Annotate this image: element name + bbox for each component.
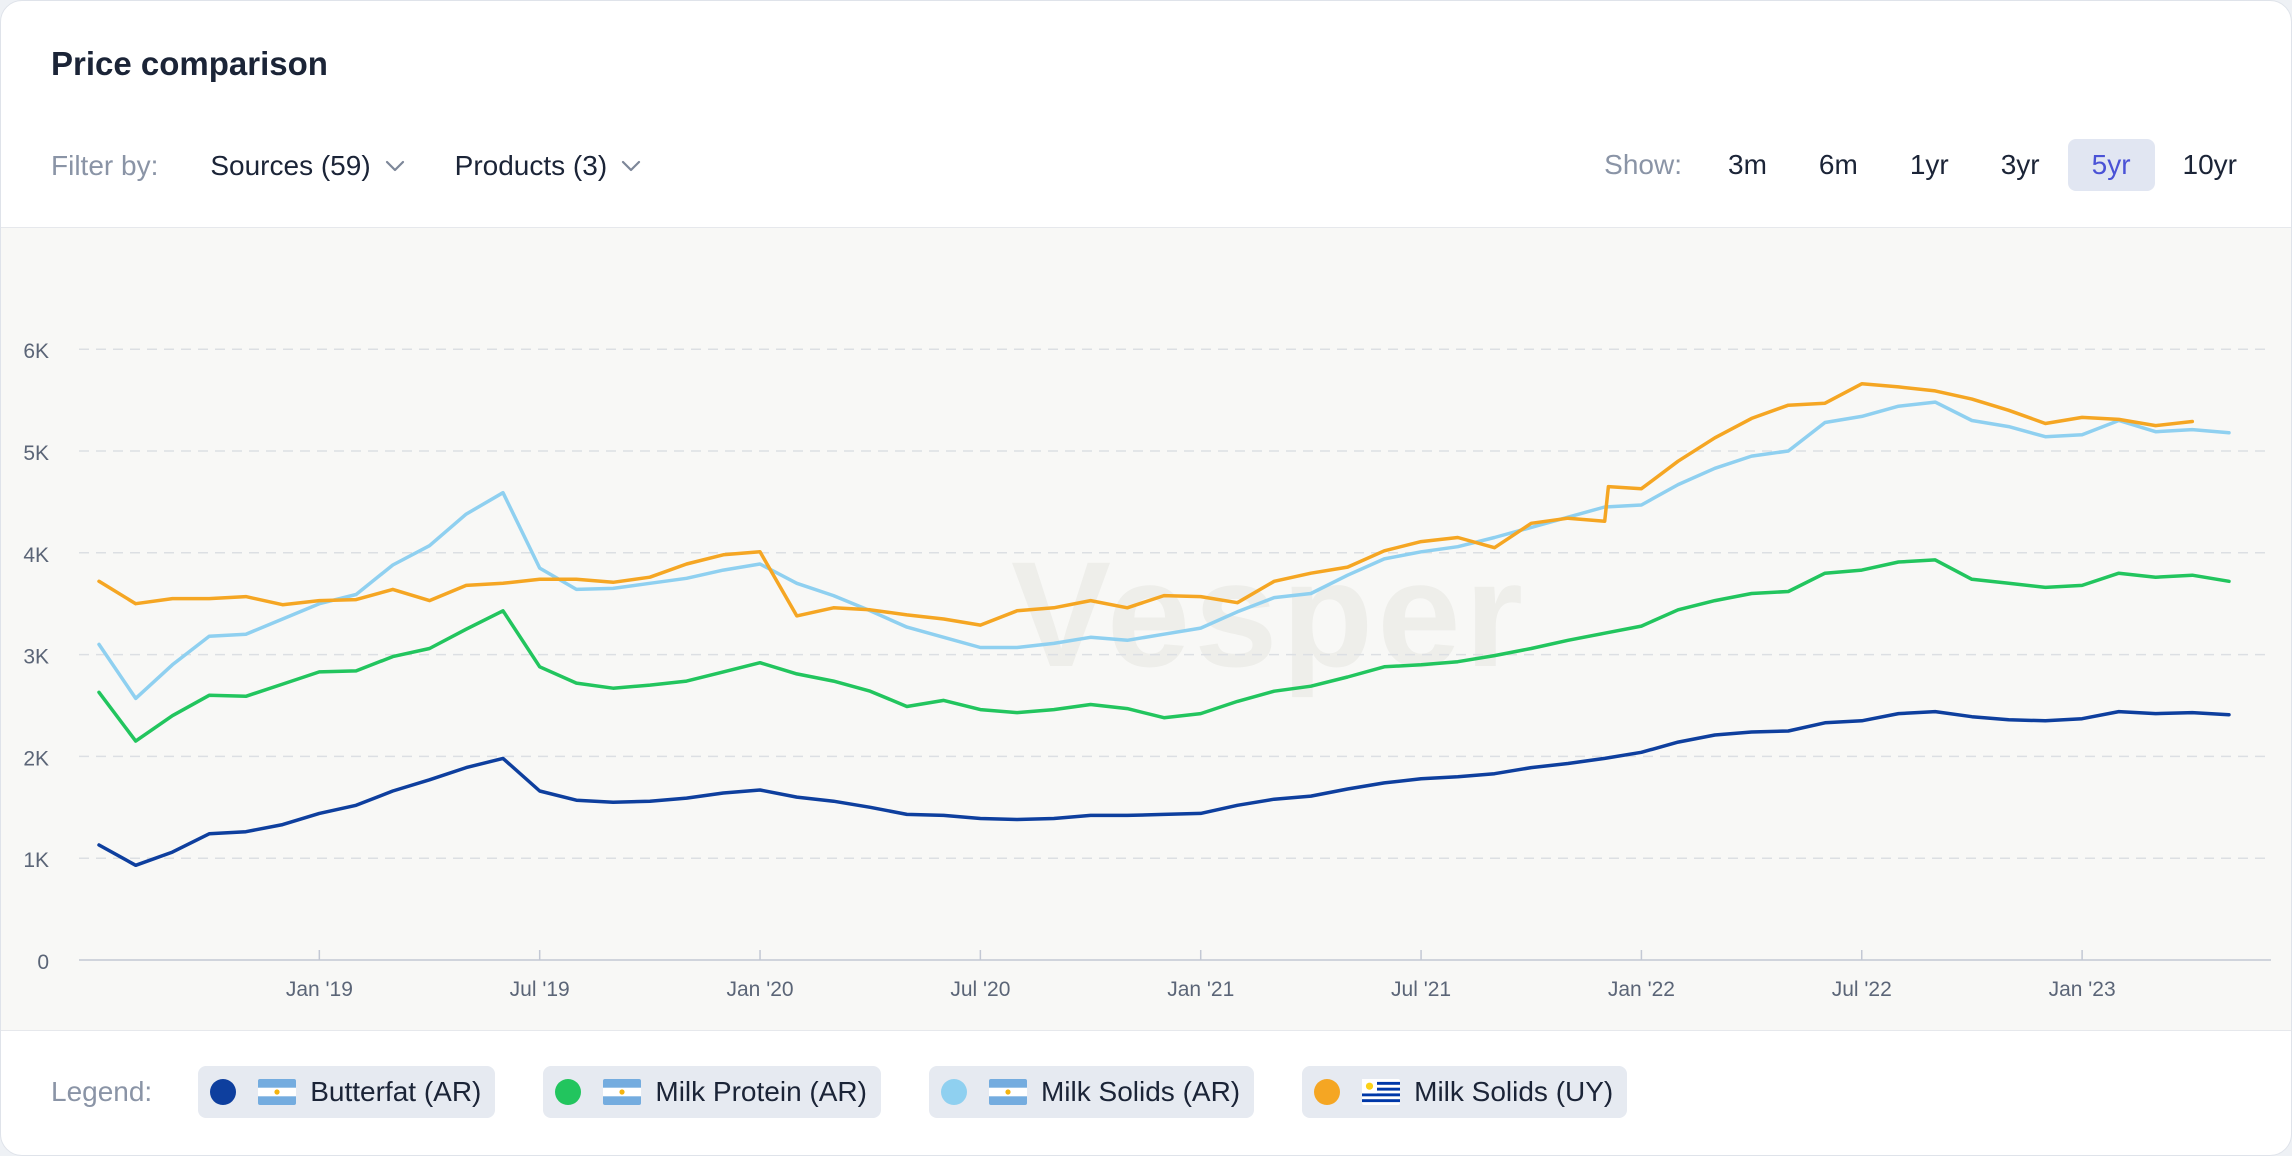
legend-item-milk-solids-uy[interactable]: Milk Solids (UY) [1302,1066,1628,1118]
y-tick-label: 6K [23,340,49,363]
x-tick-label: Jul '21 [1391,978,1451,1001]
legend-label: Legend: [51,1076,153,1107]
y-tick-label: 2K [23,747,49,770]
y-tick-label: 0 [37,951,49,974]
x-tick-label: Jul '19 [510,978,570,1001]
card-title: Price comparison [51,45,328,82]
y-tick-label: 4K [23,544,49,567]
chevron-down-icon [385,160,404,172]
series-color-dot [210,1079,237,1105]
x-tick-label: Jul '22 [1832,978,1892,1001]
argentina-flag-icon [988,1079,1027,1105]
filter-label: Filter by: [51,150,159,181]
argentina-flag-icon [603,1079,642,1105]
legend-item-milk-solids-ar[interactable]: Milk Solids (AR) [928,1066,1255,1118]
range-3m[interactable]: 3m [1728,149,1767,180]
products-dropdown-label: Products (3) [454,150,608,181]
chevron-down-icon [622,160,641,172]
range-6m[interactable]: 6m [1818,149,1858,180]
range-3yr[interactable]: 3yr [2000,149,2040,180]
argentina-flag-icon [258,1079,297,1105]
x-tick-label: Jan '23 [2049,978,2116,1001]
watermark: Vesper [1011,530,1528,698]
legend-item-label: Milk Protein (AR) [655,1076,867,1107]
line-chart: 0 1K 2K 3K 4K 5K 6K Jan '19 Jul '19 Jan '20 Jul '2… [23,340,2271,1001]
legend-item-label: Butterfat (AR) [310,1076,482,1107]
series-line-butterfat-ar [97,709,2231,868]
products-dropdown[interactable]: Products (3) [455,150,642,182]
y-tick-label: 3K [23,646,49,669]
sources-dropdown[interactable]: Sources (59) [210,150,404,182]
series-color-dot [1314,1079,1341,1105]
legend-item-milk-protein-ar[interactable]: Milk Protein (AR) [543,1066,881,1118]
legend: Legend: Butterfat (AR) Milk Protein (AR)… [51,1065,1675,1119]
y-tick-label: 1K [23,849,49,872]
legend-item-label: Milk Solids (AR) [1040,1076,1241,1107]
x-tick-label: Jan '21 [1167,978,1234,1001]
x-tick-label: Jan '22 [1608,978,1675,1001]
time-range-selector: Show: 3m 6m 1yr 3yr 5yr 10yr [1604,137,2261,193]
series-line-milk-solids-uy [97,382,2195,627]
legend-item-label: Milk Solids (UY) [1414,1076,1614,1107]
show-label: Show: [1604,149,1682,180]
sources-dropdown-label: Sources (59) [210,150,371,181]
x-tick-label: Jan '20 [727,978,794,1001]
x-tick-label: Jan '19 [286,978,353,1001]
y-tick-label: 5K [23,442,49,465]
series-color-dot [940,1079,967,1105]
range-5yr[interactable]: 5yr [2067,139,2155,191]
series-line-milk-solids-ar [97,400,2231,701]
filter-bar: Filter by: Sources (59) Products (3) [51,141,641,191]
series-color-dot [555,1079,582,1105]
range-10yr[interactable]: 10yr [2182,149,2237,180]
x-tick-label: Jul '20 [950,978,1010,1001]
legend-item-butterfat-ar[interactable]: Butterfat (AR) [198,1066,496,1118]
series-line-milk-protein-ar [97,558,2231,743]
range-1yr[interactable]: 1yr [1909,149,1949,180]
uruguay-flag-icon [1362,1079,1401,1105]
chart-area: Vesper 0 1K 2K 3K 4K 5K 6K Jan '19 Jul '19 Jan '2… [1,227,2291,1031]
